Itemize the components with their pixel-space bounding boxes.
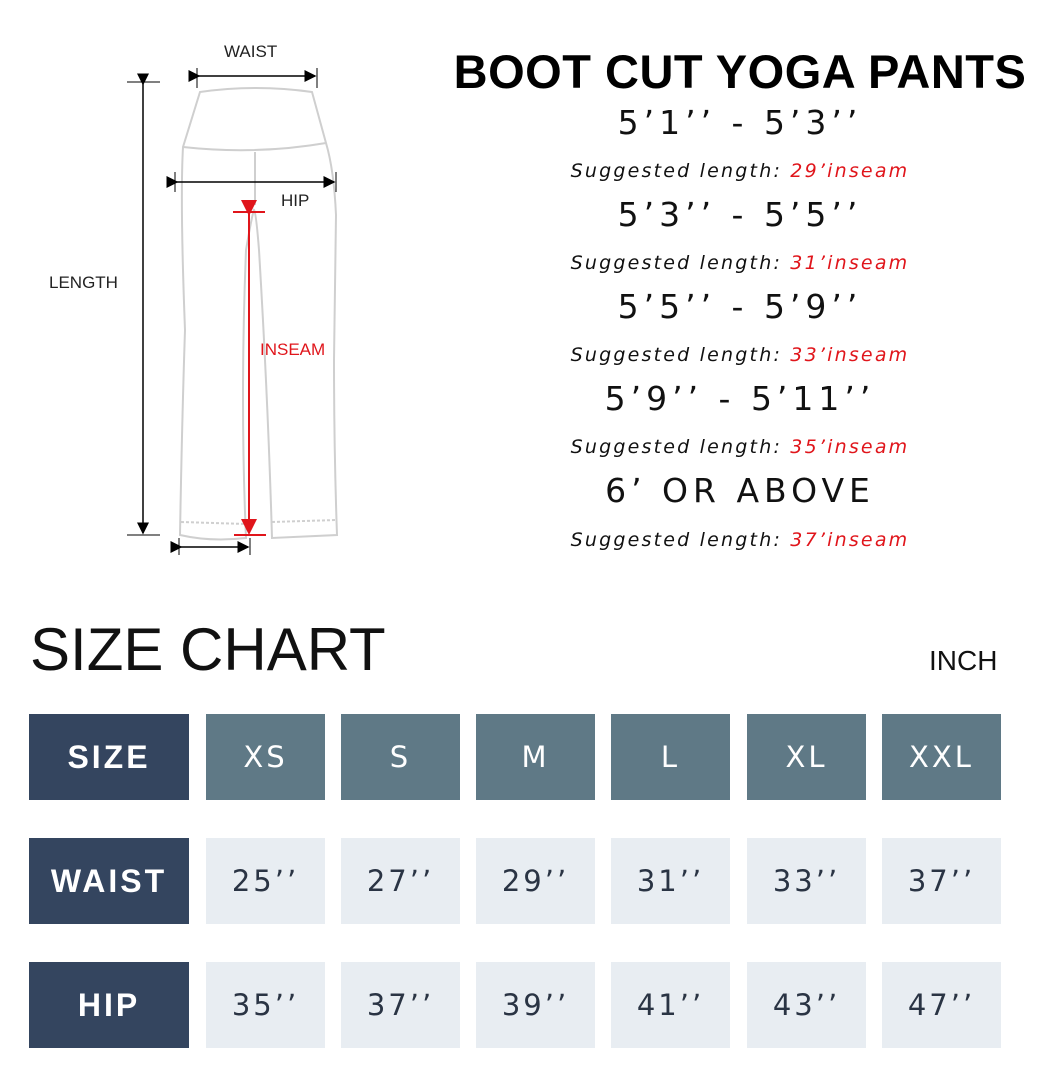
- measurement-cell: 37’’: [341, 962, 460, 1048]
- suggested-length: Suggested length: 33’inseam: [440, 344, 1040, 366]
- suggested-length: Suggested length: 31’inseam: [440, 252, 1040, 274]
- height-range: 5’5’’ - 5’9’’: [617, 287, 863, 326]
- inseam-value: 29’inseam: [790, 160, 910, 182]
- suggested-prefix: Suggested length:: [570, 436, 783, 458]
- pants-diagram: [127, 68, 339, 555]
- suggested-length: Suggested length: 35’inseam: [440, 436, 1040, 458]
- unit-label: INCH: [929, 645, 998, 676]
- suggested-length: Suggested length: 29’inseam: [440, 160, 1040, 182]
- measurement-cell: 27’’: [341, 838, 460, 924]
- inseam-value: 37’inseam: [790, 529, 910, 551]
- row-label-hip: HIP: [29, 962, 189, 1048]
- measurement-cell: 35’’: [206, 962, 325, 1048]
- measurement-cell: 31’’: [611, 838, 730, 924]
- inseam-label: INSEAM: [260, 340, 326, 359]
- height-range: 5’3’’ - 5’5’’: [617, 195, 863, 234]
- inseam-value: 31’inseam: [790, 252, 910, 274]
- row-label-size: SIZE: [29, 714, 189, 800]
- size-header-cell: XS: [206, 714, 325, 800]
- height-range: 6’ OR ABOVE: [605, 471, 875, 510]
- measurement-cell: 47’’: [882, 962, 1001, 1048]
- height-range: 5’9’’ - 5’11’’: [604, 379, 876, 418]
- measurement-cell: 37’’: [882, 838, 1001, 924]
- size-header-cell: XXL: [882, 714, 1001, 800]
- hip-label: HIP: [281, 191, 310, 210]
- suggested-length: Suggested length: 37’inseam: [440, 529, 1040, 551]
- inseam-value: 35’inseam: [790, 436, 910, 458]
- inseam-value: 33’inseam: [790, 344, 910, 366]
- row-label-waist: WAIST: [29, 838, 189, 924]
- size-header-cell: M: [476, 714, 595, 800]
- size-header-cell: L: [611, 714, 730, 800]
- height-range: 5’1’’ - 5’3’’: [617, 103, 863, 142]
- size-header-cell: XL: [747, 714, 866, 800]
- size-header-cell: S: [341, 714, 460, 800]
- pants-outline: [178, 87, 339, 541]
- measurement-cell: 25’’: [206, 838, 325, 924]
- suggested-prefix: Suggested length:: [570, 252, 783, 274]
- measurement-cell: 33’’: [747, 838, 866, 924]
- measurement-cell: 39’’: [476, 962, 595, 1048]
- suggested-prefix: Suggested length:: [570, 160, 783, 182]
- suggested-prefix: Suggested length:: [570, 529, 783, 551]
- measurement-cell: 29’’: [476, 838, 595, 924]
- measurement-cell: 41’’: [611, 962, 730, 1048]
- size-chart-title: SIZE CHART: [30, 616, 386, 683]
- product-title: BOOT CUT YOGA PANTS: [453, 45, 1027, 98]
- waist-label: WAIST: [224, 42, 278, 61]
- measurement-cell: 43’’: [747, 962, 866, 1048]
- suggested-prefix: Suggested length:: [570, 344, 783, 366]
- length-label: LENGTH: [49, 273, 118, 292]
